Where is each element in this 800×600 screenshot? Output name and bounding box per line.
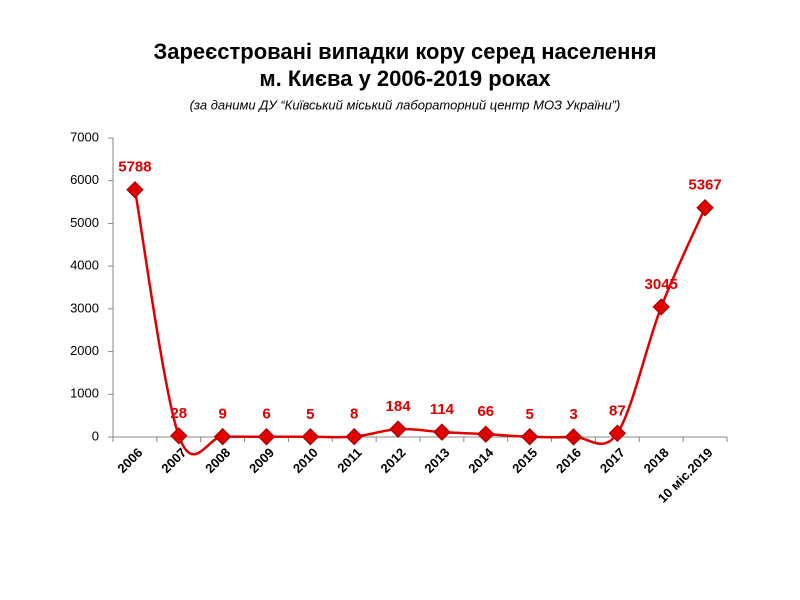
marker <box>301 428 320 446</box>
x-tick-label: 2013 <box>421 445 452 476</box>
x-tick-label: 2015 <box>509 445 540 476</box>
x-tick-label: 2016 <box>553 445 584 476</box>
marker <box>564 428 583 446</box>
marker <box>389 420 407 438</box>
value-label: 28 <box>170 405 187 422</box>
marker <box>126 181 144 199</box>
series-line <box>133 189 707 456</box>
y-tick-label: 2000 <box>70 343 99 358</box>
marker <box>257 428 276 446</box>
y-tick-label: 0 <box>92 428 99 443</box>
x-tick-label: 2018 <box>641 445 672 476</box>
value-label: 114 <box>430 401 455 418</box>
marker <box>345 427 363 446</box>
value-label: 5367 <box>688 177 721 194</box>
chart-subtitle: (за даними ДУ “Київський міський лаборат… <box>190 97 621 112</box>
chart-title: Зареєстровані випадки кору серед населен… <box>153 39 656 64</box>
x-tick-label: 2008 <box>202 445 233 476</box>
chart-title: м. Києва у 2006-2019 роках <box>259 66 551 91</box>
value-label: 5 <box>306 406 314 423</box>
value-label: 6 <box>262 406 270 423</box>
x-tick-label: 2006 <box>114 445 145 476</box>
x-tick-label: 2009 <box>246 445 277 476</box>
x-tick-label: 2010 <box>290 445 321 476</box>
value-label: 66 <box>477 403 494 420</box>
value-label: 3045 <box>645 276 678 293</box>
y-tick-label: 4000 <box>70 258 99 273</box>
x-tick-label: 2012 <box>378 445 409 476</box>
x-tick-label: 2011 <box>334 445 365 476</box>
value-label: 3 <box>569 406 577 423</box>
value-label: 184 <box>386 398 412 415</box>
x-tick-label: 2014 <box>465 444 497 476</box>
marker <box>213 427 232 446</box>
y-tick-label: 3000 <box>70 300 99 315</box>
marker <box>433 423 451 441</box>
value-label: 87 <box>609 402 626 419</box>
value-label: 5 <box>525 406 533 423</box>
marker <box>477 425 495 443</box>
y-tick-label: 7000 <box>70 129 99 144</box>
y-tick-label: 6000 <box>70 172 99 187</box>
marker <box>652 298 670 316</box>
value-label: 5788 <box>118 159 151 176</box>
marker <box>520 428 539 446</box>
marker <box>170 427 188 445</box>
marker <box>696 199 714 217</box>
value-label: 8 <box>350 406 358 423</box>
value-label: 9 <box>218 406 226 423</box>
y-tick-label: 5000 <box>70 215 99 230</box>
x-tick-label: 2017 <box>597 445 628 476</box>
y-tick-label: 1000 <box>70 386 99 401</box>
marker <box>608 424 627 442</box>
